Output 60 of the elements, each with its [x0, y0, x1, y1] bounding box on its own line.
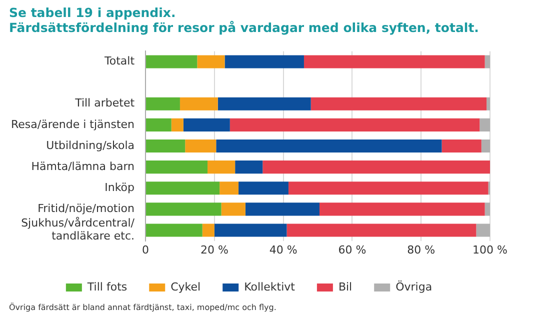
x-tick-label: 0: [142, 243, 150, 256]
bar: [197, 55, 225, 68]
bar: [442, 139, 482, 153]
bar: [202, 224, 214, 237]
bar: [208, 160, 236, 174]
bar: [146, 139, 186, 153]
bar: [480, 118, 490, 132]
bar: [185, 139, 216, 153]
bar: [221, 202, 246, 216]
x-tick-label: 100 %: [472, 243, 508, 256]
legend-label: Till fots: [86, 280, 128, 294]
bar: [224, 55, 304, 68]
bar: [484, 202, 490, 216]
bar: [220, 182, 239, 195]
chart-title: Se tabell 19 i appendix.: [9, 4, 177, 20]
bar: [484, 55, 490, 68]
bar: [146, 118, 172, 132]
x-tick-label: 40 %: [269, 243, 298, 256]
y-tick-label: Resa/ärende i tjänsten: [10, 118, 135, 131]
legend-label: Övriga: [396, 279, 432, 294]
bar: [146, 160, 208, 174]
bar: [486, 97, 490, 110]
bar: [262, 160, 490, 174]
legend-label: Cykel: [170, 280, 201, 294]
y-tick-label: Till arbetet: [74, 96, 136, 110]
bar: [180, 97, 218, 110]
bar: [230, 118, 480, 132]
y-tick-label: Inköp: [104, 180, 135, 194]
bar: [171, 118, 184, 132]
x-tick-label: 80 %: [407, 243, 436, 256]
bar: [146, 55, 198, 68]
bar: [146, 182, 220, 195]
bar: [216, 139, 442, 153]
bar: [235, 160, 263, 174]
bar: [476, 224, 490, 237]
y-tick-label: Sjukhus/vårdcentral/ tandläkare etc.: [21, 216, 135, 243]
bar: [218, 97, 311, 110]
legend-label: Kollektivt: [244, 280, 296, 294]
chart-subtitle: Färdsättsfördelning för resor på vardagar med olika syften, totalt.: [9, 20, 480, 35]
bar: [214, 224, 287, 237]
bar: [310, 97, 487, 110]
y-tick-label: Hämta/lämna barn: [31, 160, 135, 173]
bar: [245, 202, 320, 216]
bar: [238, 182, 288, 195]
bar: [183, 118, 230, 132]
x-tick-label: 20 %: [200, 243, 228, 256]
y-tick-label: Totalt: [104, 54, 136, 68]
y-tick-label: Fritid/nöje/motion: [38, 202, 135, 216]
y-tick-label: Utbildning/skola: [46, 138, 135, 152]
legend-label: Bil: [338, 280, 352, 294]
bar: [304, 55, 485, 68]
text: Övriga färdsätt är bland annat färdtjänst, taxi, moped/mc och flyg.: [9, 303, 278, 312]
bar: [146, 202, 222, 216]
bar: [146, 97, 180, 110]
bar: [146, 224, 202, 237]
bar: [286, 224, 476, 237]
bar: [481, 139, 490, 153]
bar: [319, 202, 485, 216]
bar: [288, 182, 488, 195]
x-tick-label: 60 %: [338, 243, 366, 256]
